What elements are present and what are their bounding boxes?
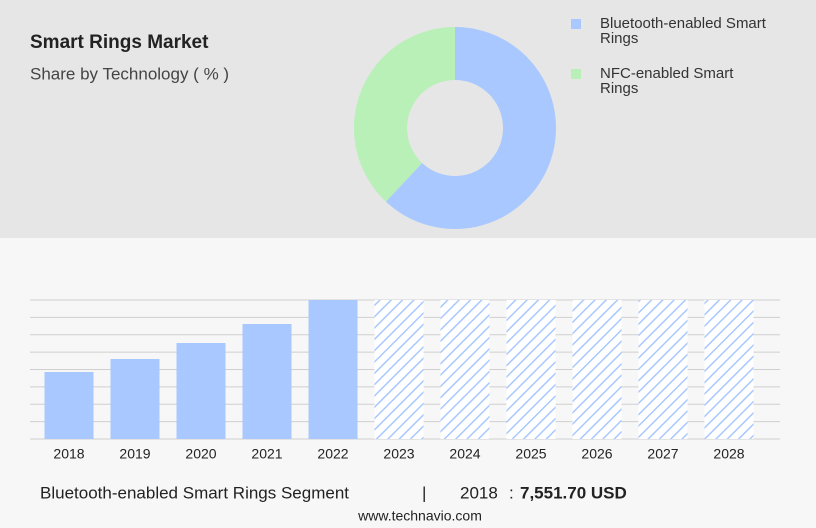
footer-year: 2018 — [460, 483, 498, 502]
x-tick-label: 2018 — [53, 446, 84, 462]
footer-value: 7,551.70 USD — [520, 483, 627, 502]
bar — [44, 372, 94, 439]
footer-separator: : — [509, 483, 514, 502]
x-tick-label: 2020 — [185, 446, 216, 462]
footer-divider: | — [422, 483, 426, 502]
legend-swatch — [571, 69, 581, 79]
bar — [110, 358, 160, 439]
legend-label: NFC-enabled Smart Rings — [600, 65, 734, 97]
donut-slice — [385, 27, 557, 229]
chart-title: Smart Rings Market — [30, 32, 209, 53]
x-tick-label: 2021 — [251, 446, 282, 462]
x-tick-label: 2024 — [449, 446, 480, 462]
forecast-placeholder — [638, 300, 688, 439]
legend-swatch — [571, 19, 581, 29]
x-tick-label: 2019 — [119, 446, 150, 462]
bar — [176, 343, 226, 439]
x-tick-label: 2026 — [581, 446, 612, 462]
legend-label: Bluetooth-enabled Smart Rings — [600, 15, 766, 47]
x-tick-label: 2027 — [647, 446, 678, 462]
source: www.technavio.com — [357, 508, 482, 524]
x-tick-label: 2028 — [713, 446, 744, 462]
forecast-placeholder — [506, 300, 556, 439]
forecast-placeholder — [704, 300, 754, 439]
bar — [308, 300, 358, 439]
forecast-placeholder — [374, 300, 424, 439]
x-tick-label: 2022 — [317, 446, 348, 462]
forecast-placeholder — [440, 300, 490, 439]
bar — [242, 323, 292, 439]
donut-slice — [354, 27, 455, 202]
x-tick-label: 2025 — [515, 446, 546, 462]
forecast-placeholder — [572, 300, 622, 439]
chart-subtitle: Share by Technology ( % ) — [30, 64, 229, 83]
x-tick-label: 2023 — [383, 446, 414, 462]
footer-segment: Bluetooth-enabled Smart Rings Segment — [40, 483, 349, 502]
